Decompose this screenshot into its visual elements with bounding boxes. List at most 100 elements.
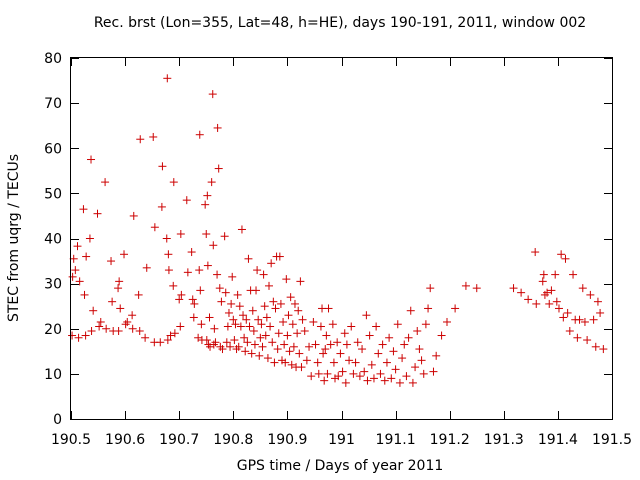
data-point <box>372 322 381 331</box>
data-point <box>262 313 271 322</box>
x-tick-label: 191.1 <box>376 432 416 448</box>
data-point <box>164 250 173 259</box>
data-point <box>309 317 318 326</box>
data-point <box>69 254 78 263</box>
data-point <box>123 317 132 326</box>
data-point <box>163 336 172 345</box>
data-point <box>363 376 372 385</box>
data-point <box>157 202 166 211</box>
data-point <box>432 351 441 360</box>
data-point <box>338 367 347 376</box>
data-point <box>281 358 290 367</box>
data-point <box>302 356 311 365</box>
data-point <box>79 205 88 214</box>
data-point <box>128 311 137 320</box>
data-point <box>269 297 278 306</box>
data-point <box>247 349 256 358</box>
data-point <box>271 304 280 313</box>
data-point <box>188 295 197 304</box>
x-tick-label: 190.8 <box>213 432 253 448</box>
data-point <box>320 376 329 385</box>
data-point <box>424 304 433 313</box>
data-point <box>382 358 391 367</box>
data-point <box>400 340 409 349</box>
data-point <box>85 234 94 243</box>
data-point <box>316 322 325 331</box>
data-point <box>296 277 305 286</box>
data-point <box>207 178 216 187</box>
data-point <box>169 178 178 187</box>
data-point <box>177 290 186 299</box>
data-point <box>279 317 288 326</box>
data-point <box>554 304 563 313</box>
y-tick-label: 0 <box>53 412 62 428</box>
data-point <box>323 369 332 378</box>
data-point <box>415 345 424 354</box>
data-point <box>413 327 422 336</box>
data-point <box>311 340 320 349</box>
data-point <box>215 284 224 293</box>
data-point <box>539 270 548 279</box>
data-point <box>345 356 354 365</box>
data-point <box>128 324 137 333</box>
data-point <box>202 336 211 345</box>
data-point <box>551 270 560 279</box>
data-point <box>297 363 306 372</box>
x-tick-label: 191.4 <box>538 432 578 448</box>
data-point <box>578 284 587 293</box>
data-point <box>389 347 398 356</box>
data-point <box>385 333 394 342</box>
data-point <box>563 308 572 317</box>
data-point <box>398 354 407 363</box>
data-point <box>224 308 233 317</box>
data-point <box>596 308 605 317</box>
data-point <box>205 313 214 322</box>
x-tick-label: 191.2 <box>430 432 470 448</box>
data-point <box>81 331 90 340</box>
data-point <box>286 293 295 302</box>
y-tick-label: 70 <box>44 96 62 112</box>
data-point <box>213 270 222 279</box>
data-point <box>263 354 272 363</box>
data-point <box>68 331 77 340</box>
data-point <box>341 378 350 387</box>
data-point <box>214 164 223 173</box>
data-point <box>353 338 362 347</box>
data-point <box>253 266 262 275</box>
data-point <box>290 299 299 308</box>
data-point <box>96 317 105 326</box>
data-point <box>68 272 77 281</box>
data-point <box>559 313 568 322</box>
data-point <box>170 329 179 338</box>
data-point <box>162 234 171 243</box>
data-point <box>321 345 330 354</box>
data-point <box>532 299 541 308</box>
data-point <box>259 270 268 279</box>
data-point <box>334 372 343 381</box>
x-tick-label: 191.5 <box>592 432 632 448</box>
x-axis-label: GPS time / Days of year 2011 <box>237 458 444 474</box>
data-point <box>260 302 269 311</box>
data-point <box>257 320 266 329</box>
data-point <box>411 363 420 372</box>
data-point <box>404 333 413 342</box>
data-point <box>329 358 338 367</box>
data-point <box>234 342 243 351</box>
data-point <box>429 367 438 376</box>
data-point <box>575 315 584 324</box>
x-tick-label: 191 <box>328 432 355 448</box>
data-point <box>261 331 270 340</box>
data-point <box>222 338 231 347</box>
data-point <box>280 340 289 349</box>
data-point <box>217 297 226 306</box>
plot-frame <box>70 57 613 420</box>
data-point <box>82 252 91 261</box>
data-point <box>195 130 204 139</box>
data-point <box>176 229 185 238</box>
data-point <box>599 345 608 354</box>
data-point <box>226 342 235 351</box>
data-point <box>196 286 205 295</box>
data-point <box>380 376 389 385</box>
data-point <box>395 378 404 387</box>
data-point <box>95 322 104 331</box>
